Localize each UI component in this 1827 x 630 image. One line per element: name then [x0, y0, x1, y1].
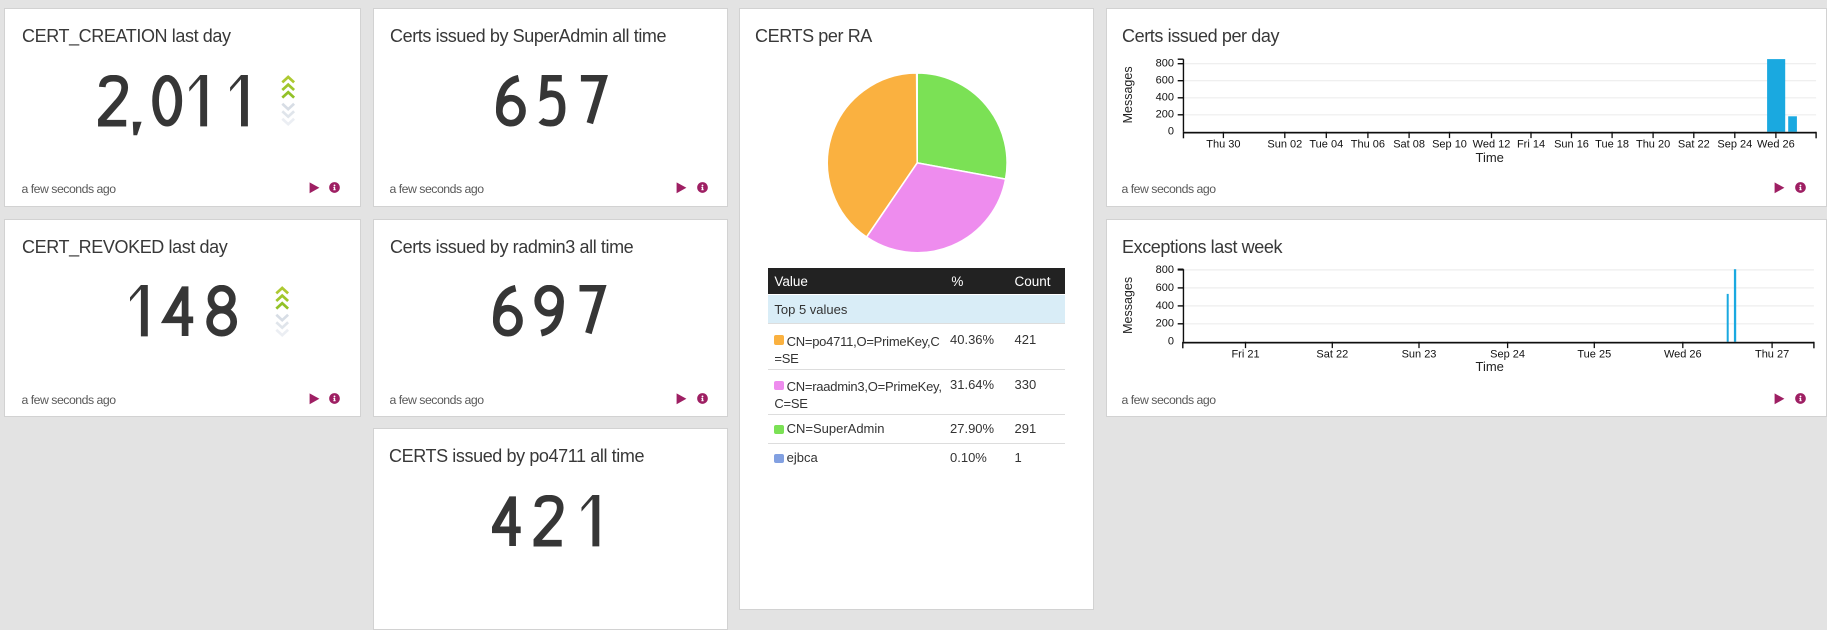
svg-text:200: 200 — [1156, 109, 1174, 121]
svg-text:Wed 26: Wed 26 — [1757, 139, 1795, 151]
svg-text:Sat 22: Sat 22 — [1316, 349, 1348, 361]
svg-text:Wed 26: Wed 26 — [1664, 349, 1702, 361]
svg-text:Thu 30: Thu 30 — [1206, 139, 1240, 151]
svg-text:Sep 10: Sep 10 — [1432, 139, 1467, 151]
svg-text:Messages: Messages — [1121, 66, 1135, 123]
svg-text:Tue 04: Tue 04 — [1309, 139, 1343, 151]
svg-text:400: 400 — [1156, 92, 1174, 104]
svg-text:Tue 25: Tue 25 — [1577, 349, 1611, 361]
svg-text:Sep 24: Sep 24 — [1490, 349, 1525, 361]
svg-text:Wed 12: Wed 12 — [1473, 139, 1511, 151]
svg-text:800: 800 — [1156, 58, 1174, 70]
svg-text:800: 800 — [1156, 264, 1174, 276]
svg-text:Fri 14: Fri 14 — [1517, 139, 1545, 151]
svg-text:0: 0 — [1168, 126, 1174, 138]
svg-text:600: 600 — [1156, 75, 1174, 87]
svg-text:Time: Time — [1475, 150, 1503, 165]
svg-text:Thu 20: Thu 20 — [1636, 139, 1670, 151]
svg-text:Sat 22: Sat 22 — [1678, 139, 1710, 151]
svg-text:Thu 27: Thu 27 — [1755, 349, 1789, 361]
svg-text:Time: Time — [1475, 359, 1503, 374]
svg-text:400: 400 — [1156, 300, 1174, 312]
svg-text:600: 600 — [1156, 282, 1174, 294]
svg-text:200: 200 — [1156, 318, 1174, 330]
svg-text:Messages: Messages — [1121, 277, 1135, 334]
svg-text:0: 0 — [1168, 336, 1174, 348]
svg-text:Tue 18: Tue 18 — [1595, 139, 1629, 151]
svg-text:Sep 24: Sep 24 — [1717, 139, 1752, 151]
svg-text:Thu 06: Thu 06 — [1351, 139, 1385, 151]
svg-text:Sun 02: Sun 02 — [1267, 139, 1302, 151]
svg-text:Sat 08: Sat 08 — [1393, 139, 1425, 151]
svg-text:Sun 16: Sun 16 — [1554, 139, 1589, 151]
svg-text:Fri 21: Fri 21 — [1231, 349, 1259, 361]
svg-text:Sun 23: Sun 23 — [1402, 349, 1437, 361]
